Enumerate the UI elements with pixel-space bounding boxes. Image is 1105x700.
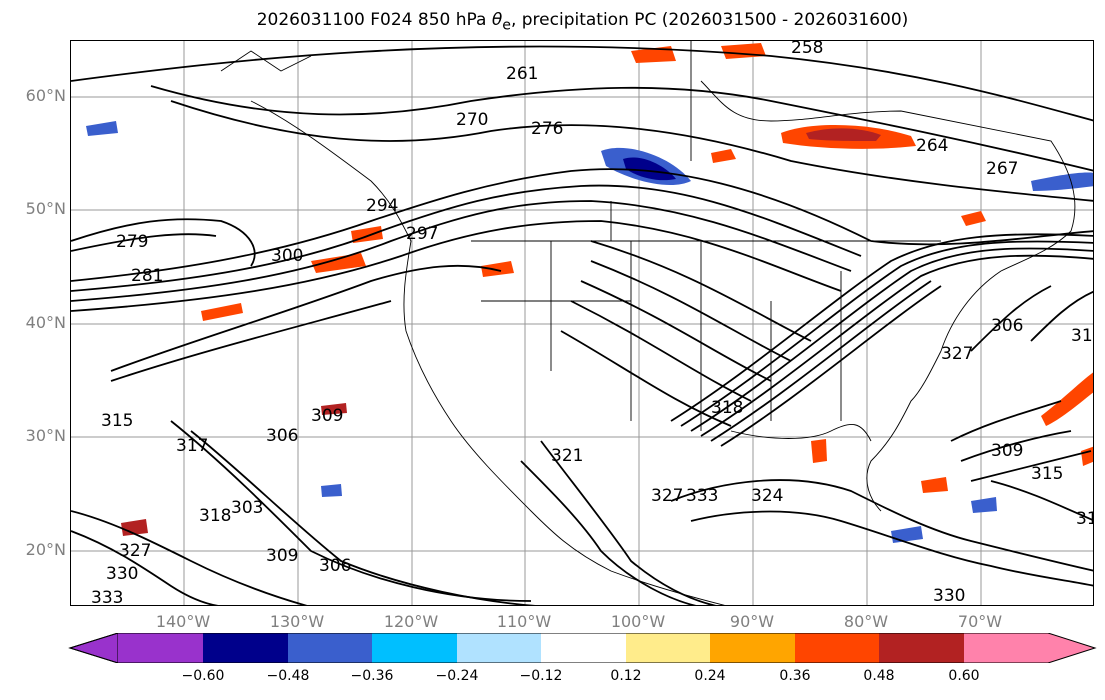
contour-label: 281 — [131, 266, 163, 286]
contour-label: 327 — [941, 344, 973, 364]
contour-label: 258 — [791, 41, 823, 58]
precipitation-shading — [86, 43, 1093, 543]
colorbar-segment — [710, 633, 795, 663]
colorbar-tick: 0.48 — [863, 668, 895, 684]
contour-label: 276 — [531, 119, 563, 139]
lat-label-30n: 30°N — [25, 426, 66, 445]
lat-label-40n: 40°N — [25, 313, 66, 332]
contour-label: 317 — [176, 436, 208, 456]
contour-label: 327 — [119, 541, 151, 561]
lon-label-110w: 110°W — [496, 612, 552, 631]
colorbar-tick: −0.36 — [350, 668, 394, 684]
contour-label: 327 — [651, 486, 683, 506]
colorbar-segment — [795, 633, 879, 663]
colorbar-tick: 0.60 — [948, 668, 980, 684]
colorbar-tick: 0.12 — [610, 668, 642, 684]
colorbar-tick: −0.60 — [181, 668, 225, 684]
contour-label: 324 — [751, 486, 783, 506]
colorbar-tick: −0.12 — [519, 668, 563, 684]
contour-label: 261 — [506, 64, 538, 84]
contour-label: 330 — [933, 586, 965, 606]
lon-label-130w: 130°W — [269, 612, 325, 631]
contour-label: 279 — [116, 232, 148, 252]
map-title: 2026031100 F024 850 hPa θe, precipitatio… — [0, 10, 1105, 33]
colorbar-segment — [879, 633, 964, 663]
map-canvas: 258 261 270 276 264 267 279 294 297 300 … — [71, 41, 1094, 606]
title-prefix: 2026031100 F024 850 hPa — [256, 10, 492, 30]
contour-label: 306 — [266, 426, 298, 446]
colorbar-segment — [626, 633, 710, 663]
contour-label: 330 — [106, 564, 138, 584]
colorbar-tick: 0.24 — [694, 668, 726, 684]
contour-label: 267 — [986, 159, 1018, 179]
colorbar-segment — [372, 633, 457, 663]
contour-label: 315 — [101, 411, 133, 431]
contour-label: 270 — [456, 110, 488, 130]
colorbar-segment — [964, 633, 1048, 663]
contour-label: 318 — [199, 506, 231, 526]
contour-label: 309 — [266, 546, 298, 566]
lon-label-120w: 120°W — [383, 612, 439, 631]
contour-label: 318 — [1076, 509, 1094, 529]
lon-label-140w: 140°W — [155, 612, 211, 631]
colorbar — [68, 633, 1097, 663]
lon-label-70w: 70°W — [957, 612, 1003, 631]
title-theta: θ — [491, 10, 503, 30]
colorbar-tick: −0.48 — [266, 668, 310, 684]
coastlines — [220, 41, 1076, 605]
graticule — [71, 41, 1093, 605]
contour-labels: 258 261 270 276 264 267 279 294 297 300 … — [91, 41, 1094, 606]
colorbar-segment — [541, 633, 626, 663]
contour-label: 333 — [686, 486, 718, 506]
map-panel: 258 261 270 276 264 267 279 294 297 300 … — [70, 40, 1094, 606]
contour-label: 306 — [991, 316, 1023, 336]
lon-label-90w: 90°W — [729, 612, 775, 631]
colorbar-tick: 0.36 — [779, 668, 811, 684]
contour-label: 309 — [311, 406, 343, 426]
lon-label-100w: 100°W — [610, 612, 666, 631]
colorbar-segment — [118, 633, 203, 663]
contour-label: 303 — [231, 498, 263, 518]
lat-label-20n: 20°N — [25, 540, 66, 559]
contour-label: 309 — [991, 441, 1023, 461]
lon-label-80w: 80°W — [843, 612, 889, 631]
contour-label: 318 — [711, 398, 743, 418]
colorbar-tick: −0.24 — [435, 668, 479, 684]
contour-label: 297 — [406, 224, 438, 244]
lat-label-60n: 60°N — [25, 86, 66, 105]
contour-label: 300 — [271, 246, 303, 266]
lat-label-50n: 50°N — [25, 199, 66, 218]
contour-label: 306 — [319, 556, 351, 576]
title-suffix: , precipitation PC (2026031500 - 2026031… — [510, 10, 909, 30]
contour-label: 321 — [551, 446, 583, 466]
colorbar-segment — [203, 633, 288, 663]
contour-label: 318 — [1071, 326, 1094, 346]
contour-label: 294 — [366, 196, 398, 216]
contour-label: 315 — [1031, 464, 1063, 484]
colorbar-segment — [288, 633, 372, 663]
contour-label: 264 — [916, 136, 948, 156]
title-subscript: e — [502, 17, 511, 34]
colorbar-segment — [457, 633, 541, 663]
theta-e-contours — [71, 45, 1093, 605]
colorbar-segment — [1048, 633, 1095, 663]
contour-label: 333 — [91, 588, 123, 606]
colorbar-segment — [68, 633, 119, 663]
